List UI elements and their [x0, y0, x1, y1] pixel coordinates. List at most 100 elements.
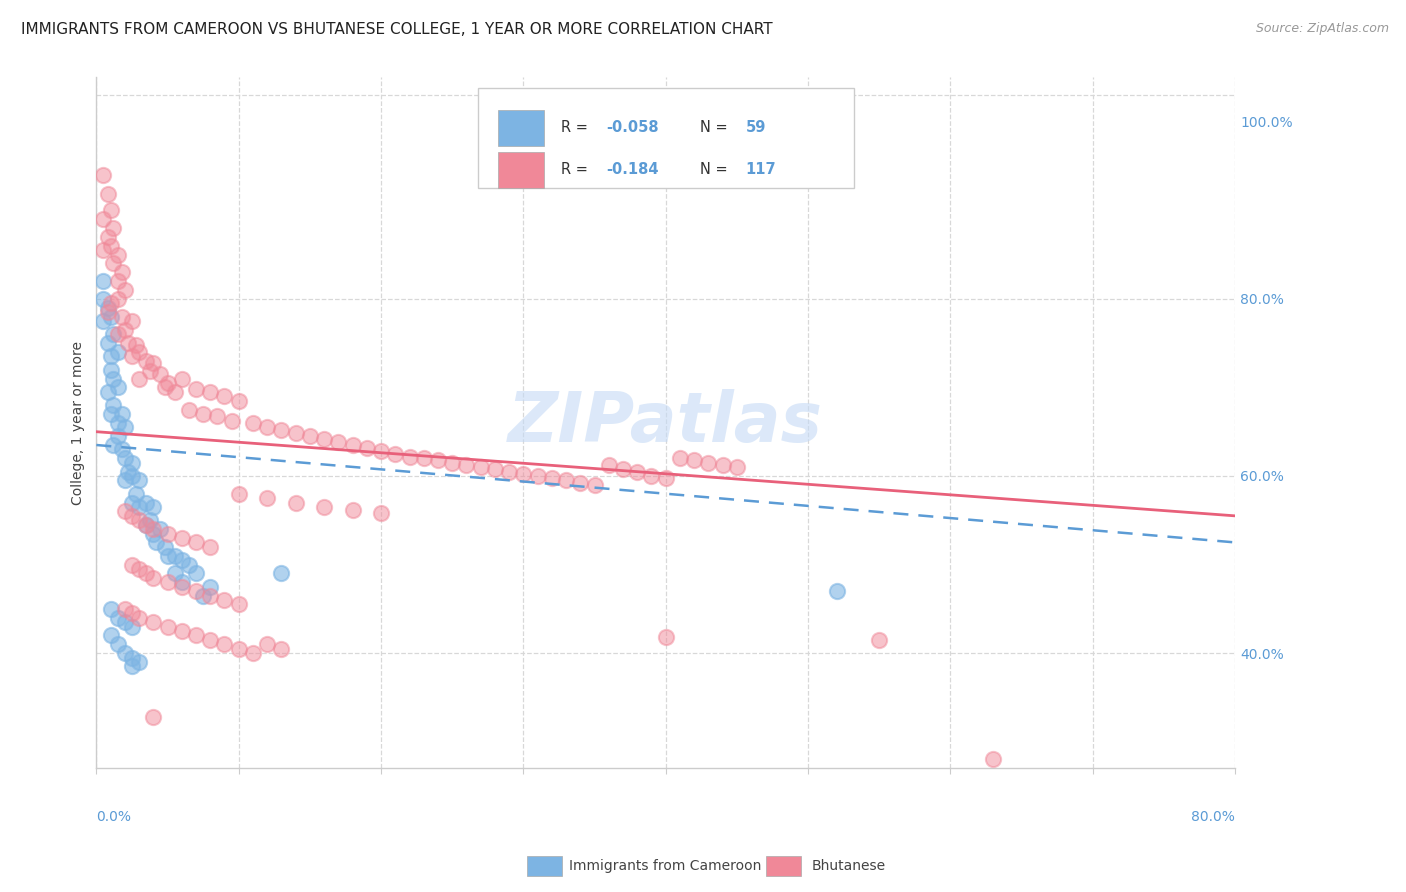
Point [540, 471, 562, 485]
Point [156, 549, 179, 563]
Point [484, 462, 506, 476]
Text: 0.0%: 0.0% [97, 810, 131, 823]
Point [149, 367, 172, 381]
Point [284, 426, 307, 441]
Point [100, 310, 122, 324]
Point [270, 423, 292, 437]
Point [103, 256, 125, 270]
Point [328, 435, 350, 450]
Point [135, 517, 157, 532]
Point [107, 380, 129, 394]
Point [103, 438, 125, 452]
Point [200, 632, 222, 647]
Point [121, 456, 143, 470]
Text: 80.0%: 80.0% [1191, 810, 1234, 823]
Point [121, 659, 143, 673]
Point [121, 314, 143, 328]
Point [981, 752, 1004, 766]
Point [470, 460, 492, 475]
Text: N =: N = [700, 162, 733, 178]
Point [598, 458, 620, 473]
Point [270, 641, 292, 656]
Text: N =: N = [700, 120, 733, 136]
Point [725, 460, 748, 475]
Point [398, 450, 420, 464]
Point [100, 602, 122, 616]
Point [97, 301, 120, 315]
Point [114, 451, 136, 466]
Point [142, 615, 165, 629]
Point [184, 535, 207, 549]
Point [100, 362, 122, 376]
Point [314, 432, 336, 446]
Point [97, 384, 120, 399]
Point [583, 478, 606, 492]
Point [107, 292, 129, 306]
Point [107, 247, 129, 261]
Point [569, 476, 592, 491]
Point [184, 382, 207, 396]
Point [221, 414, 243, 428]
Text: -0.058: -0.058 [606, 120, 659, 136]
Point [163, 549, 186, 563]
Text: ZIPatlas: ZIPatlas [508, 389, 824, 457]
Point [121, 558, 143, 572]
Point [97, 305, 120, 319]
Point [200, 540, 222, 554]
Point [412, 451, 434, 466]
Point [93, 212, 115, 227]
Point [170, 575, 193, 590]
Point [128, 513, 150, 527]
Point [114, 474, 136, 488]
Point [128, 371, 150, 385]
Point [153, 380, 176, 394]
Point [107, 637, 129, 651]
Point [135, 495, 157, 509]
Point [270, 566, 292, 581]
Point [156, 575, 179, 590]
Point [356, 441, 378, 455]
Point [114, 323, 136, 337]
Point [228, 598, 250, 612]
Point [128, 474, 150, 488]
Point [526, 469, 548, 483]
Point [170, 371, 193, 385]
Point [228, 393, 250, 408]
Point [125, 338, 148, 352]
Point [93, 274, 115, 288]
FancyBboxPatch shape [478, 87, 853, 188]
Point [170, 580, 193, 594]
Point [103, 398, 125, 412]
Text: 59: 59 [745, 120, 766, 136]
Point [191, 407, 214, 421]
Point [427, 453, 450, 467]
Point [184, 584, 207, 599]
Point [128, 345, 150, 359]
Point [342, 502, 364, 516]
Point [135, 517, 157, 532]
Text: 117: 117 [745, 162, 776, 178]
Point [97, 187, 120, 202]
Point [170, 624, 193, 638]
FancyBboxPatch shape [498, 110, 544, 145]
Point [121, 350, 143, 364]
Text: R =: R = [561, 120, 592, 136]
Point [107, 429, 129, 443]
Text: Immigrants from Cameroon: Immigrants from Cameroon [569, 859, 762, 873]
Point [200, 384, 222, 399]
Point [153, 540, 176, 554]
Point [139, 364, 162, 378]
Point [200, 589, 222, 603]
Point [583, 150, 606, 164]
Point [156, 619, 179, 633]
Point [97, 336, 120, 351]
Point [441, 456, 464, 470]
Point [256, 420, 278, 434]
Point [103, 371, 125, 385]
Point [200, 580, 222, 594]
Point [170, 553, 193, 567]
Point [626, 465, 648, 479]
Point [342, 438, 364, 452]
Point [117, 465, 139, 479]
Point [114, 602, 136, 616]
